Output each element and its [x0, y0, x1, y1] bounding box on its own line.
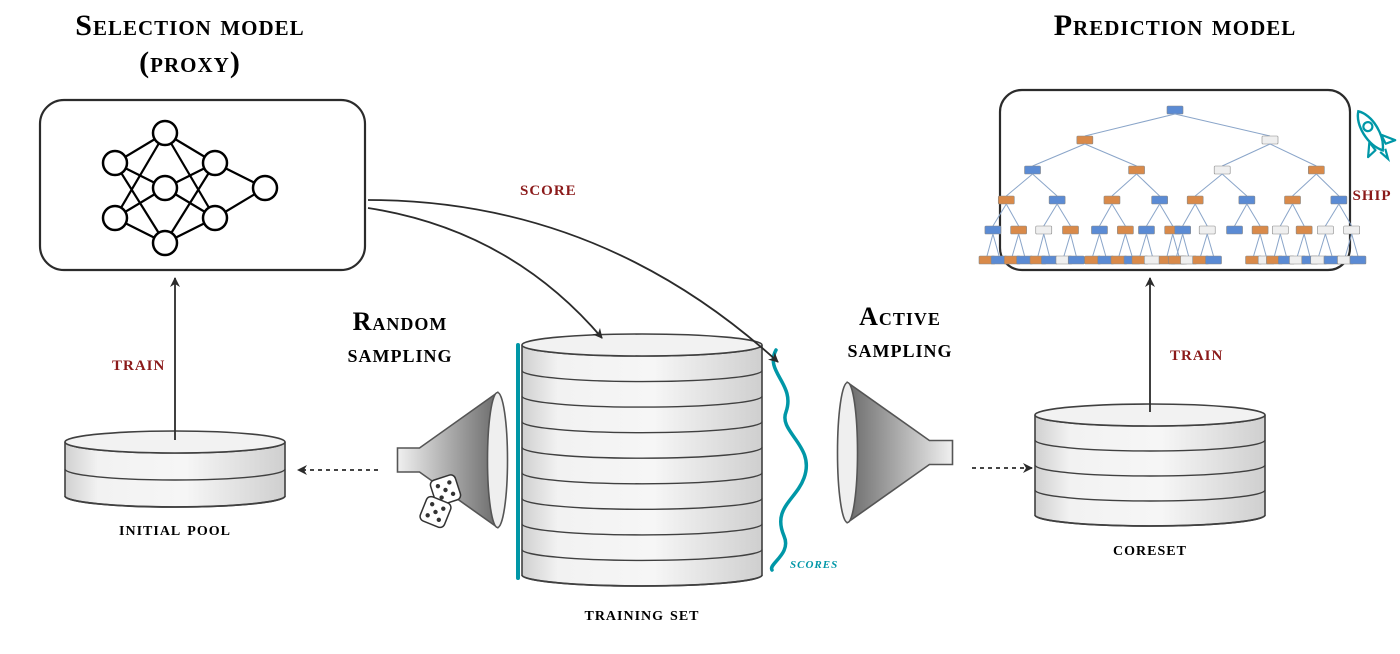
label-training-set: training set: [584, 603, 699, 625]
label-active-2: sampling: [847, 334, 952, 363]
label-ship: ship: [1352, 180, 1391, 205]
initial-pool-cylinder: [65, 431, 285, 507]
label-initial-pool: initial pool: [119, 518, 231, 540]
title-selection-2: (proxy): [139, 46, 241, 79]
coreset-cylinder: [1035, 404, 1265, 526]
label-coreset: coreset: [1113, 538, 1187, 560]
label-scores: scores: [790, 555, 838, 572]
label-random-1: Random: [353, 307, 448, 336]
label-random-2: sampling: [347, 339, 452, 368]
scores-curve: [772, 350, 807, 570]
label-active-1: Active: [859, 302, 941, 331]
label-train-left: train: [112, 350, 165, 375]
training-set-cylinder: [522, 334, 762, 586]
title-prediction: Prediction model: [1054, 9, 1297, 42]
title-selection-1: Selection model: [75, 9, 304, 42]
rocket-icon: [1345, 103, 1400, 167]
active-sampling-funnel: [838, 383, 953, 523]
label-train-right: train: [1170, 340, 1223, 365]
label-score: score: [520, 175, 577, 200]
random-sampling-funnel: [398, 393, 508, 529]
